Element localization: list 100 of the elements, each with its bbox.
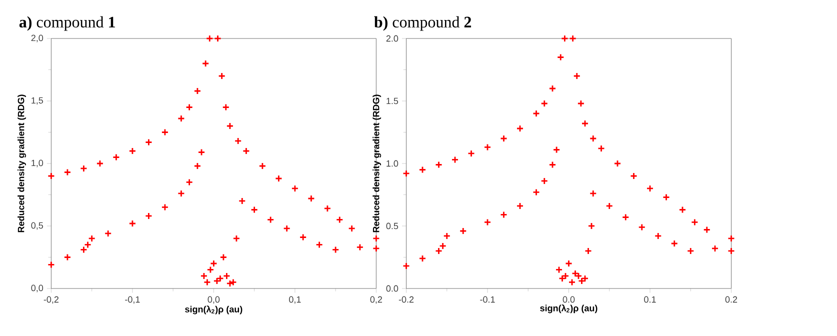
point xyxy=(178,190,185,198)
point xyxy=(451,156,459,164)
point xyxy=(206,266,214,274)
point xyxy=(581,274,589,282)
point xyxy=(630,172,638,180)
point xyxy=(299,234,307,241)
point xyxy=(161,128,169,136)
point xyxy=(703,226,711,234)
point xyxy=(572,270,579,278)
x-tick-label: 0,1 xyxy=(289,296,301,304)
point xyxy=(112,154,120,161)
point xyxy=(216,274,224,282)
point xyxy=(250,206,258,214)
point xyxy=(548,84,556,92)
point xyxy=(555,266,563,274)
y-axis-title: Reduced density gradient (RDG) xyxy=(18,94,26,232)
point xyxy=(573,72,581,80)
point xyxy=(484,144,492,151)
point xyxy=(500,134,508,142)
point xyxy=(690,218,698,226)
point xyxy=(402,170,410,178)
x-tick-label: 0,2 xyxy=(370,296,382,304)
point xyxy=(232,234,240,242)
point xyxy=(728,247,735,255)
point xyxy=(584,247,592,255)
point xyxy=(588,222,596,230)
point xyxy=(577,100,585,108)
y-tick-label: 0.0 xyxy=(386,285,398,292)
point xyxy=(80,246,88,254)
x-tick-label: 0,0 xyxy=(208,296,220,304)
x-tick-label: -0.2 xyxy=(398,296,414,303)
point xyxy=(316,241,324,248)
point xyxy=(532,188,540,196)
point xyxy=(206,34,214,42)
point xyxy=(646,184,654,192)
point xyxy=(194,87,202,95)
point xyxy=(468,150,475,158)
point xyxy=(548,161,556,168)
point xyxy=(223,272,230,280)
point xyxy=(435,247,442,255)
point xyxy=(186,178,194,186)
point xyxy=(222,104,230,111)
point xyxy=(194,162,202,170)
chart-title: a) compound 1 xyxy=(19,16,115,31)
y-tick-label: 0,5 xyxy=(31,222,44,230)
point xyxy=(145,138,152,146)
point xyxy=(202,60,210,68)
point xyxy=(128,147,136,155)
point xyxy=(336,216,344,224)
point xyxy=(402,262,410,270)
point xyxy=(291,184,299,192)
y-tick-label: 1,5 xyxy=(32,97,44,105)
point xyxy=(84,241,92,248)
point xyxy=(678,206,686,214)
point xyxy=(654,232,662,240)
point xyxy=(210,260,218,268)
point xyxy=(606,202,614,210)
point xyxy=(186,104,194,111)
point xyxy=(435,161,442,168)
point xyxy=(234,137,242,145)
point xyxy=(220,254,228,261)
point xyxy=(439,242,447,250)
y-tick-label: 0.5 xyxy=(386,222,398,230)
point xyxy=(64,254,72,261)
point xyxy=(598,144,605,152)
point xyxy=(48,172,55,180)
point xyxy=(242,147,250,155)
point xyxy=(372,244,380,252)
point xyxy=(324,204,332,212)
point xyxy=(558,274,566,282)
point xyxy=(80,164,88,172)
point xyxy=(238,197,246,205)
point xyxy=(145,212,152,220)
point xyxy=(711,244,719,252)
point xyxy=(622,214,630,221)
point xyxy=(332,246,340,254)
point xyxy=(532,110,540,118)
point xyxy=(540,100,548,108)
point xyxy=(64,168,72,176)
point xyxy=(88,234,96,242)
x-tick-label: 0.1 xyxy=(644,296,656,303)
point xyxy=(161,204,169,211)
x-tick-label: -0,2 xyxy=(44,296,58,304)
point xyxy=(213,277,221,285)
point xyxy=(516,202,524,210)
point xyxy=(443,232,451,240)
point xyxy=(418,254,426,262)
y-tick-label: 1.0 xyxy=(386,160,398,167)
point xyxy=(128,220,136,228)
point xyxy=(560,34,568,42)
text: sign(λ$_{2}$)ρ (au) xyxy=(540,304,598,314)
point xyxy=(581,120,589,128)
x-tick-label: 0.0 xyxy=(562,296,575,303)
point xyxy=(356,244,364,251)
point xyxy=(614,160,622,168)
point xyxy=(568,278,576,286)
point xyxy=(569,34,577,42)
point xyxy=(214,34,222,42)
point xyxy=(565,260,572,268)
point xyxy=(96,160,104,168)
